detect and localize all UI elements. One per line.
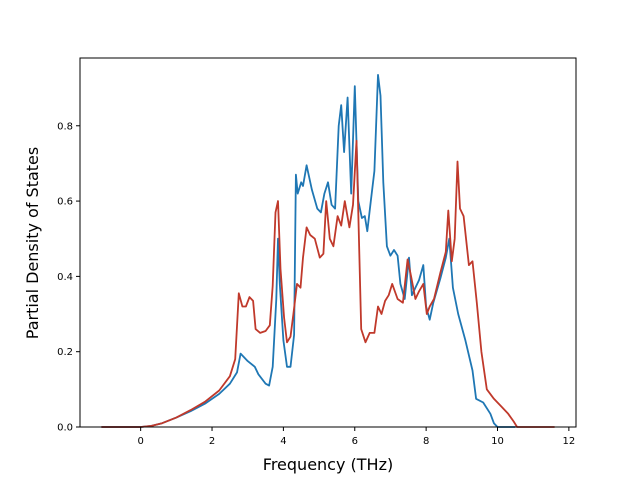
x-tick-label: 2 [209, 436, 215, 447]
x-tick-label: 0 [137, 436, 143, 447]
y-tick-label: 0.4 [57, 272, 73, 283]
series-layer [101, 74, 555, 428]
x-axis: 0 2 4 6 8 10 12 [137, 427, 575, 447]
x-tick-label: 8 [423, 436, 429, 447]
plot-area-frame [79, 57, 577, 428]
y-axis: 0.0 0.2 0.4 0.6 0.8 [57, 121, 80, 434]
y-tick-label: 0.8 [57, 121, 73, 132]
y-tick-label: 0.0 [57, 423, 73, 434]
x-tick-label: 10 [491, 436, 504, 447]
y-tick-label: 0.2 [57, 347, 73, 358]
y-tick-label: 0.6 [57, 197, 73, 208]
x-tick-label: 4 [280, 436, 286, 447]
x-tick-label: 6 [352, 436, 358, 447]
series-line-2 [101, 139, 555, 428]
x-tick-label: 12 [562, 436, 575, 447]
x-axis-label: Frequency (THz) [263, 455, 393, 474]
y-axis-label: Partial Density of States [23, 147, 42, 339]
